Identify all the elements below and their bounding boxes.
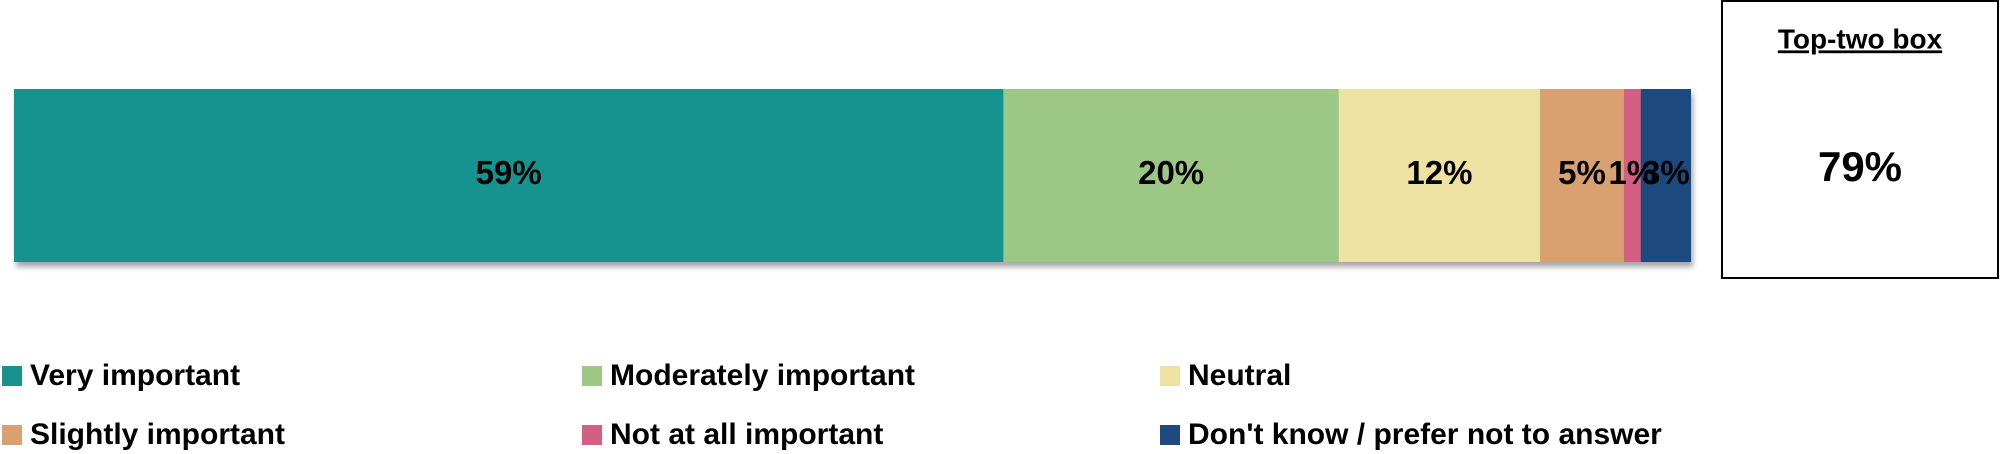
- legend-label: Don't know / prefer not to answer: [1188, 418, 1662, 451]
- value-label: 1%: [1608, 154, 1656, 191]
- summary-title: Top-two box: [1778, 23, 1943, 54]
- legend-swatch: [2, 366, 22, 386]
- bar-segment: [14, 89, 1004, 262]
- bar-segment: [1640, 89, 1691, 262]
- legend-swatch: [2, 425, 22, 445]
- legend-swatch: [582, 425, 602, 445]
- bar-segment: [1003, 89, 1339, 262]
- legend-label: Very important: [30, 359, 240, 392]
- bar-segment: [1623, 89, 1641, 262]
- summary-value: 79%: [1818, 143, 1902, 190]
- legend-swatch: [582, 366, 602, 386]
- bar-segment: [1338, 89, 1541, 262]
- bar-segment: [1540, 89, 1624, 262]
- legend-label: Moderately important: [610, 359, 915, 392]
- value-label: 3%: [1642, 154, 1690, 191]
- legend-label: Slightly important: [30, 418, 285, 451]
- legend-swatch: [1160, 425, 1180, 445]
- value-label: 12%: [1406, 154, 1472, 191]
- legend-label: Not at all important: [610, 418, 883, 451]
- value-label: 5%: [1558, 154, 1606, 191]
- legend-swatch: [1160, 366, 1180, 386]
- value-label: 59%: [476, 154, 542, 191]
- bar-group: [14, 89, 1691, 262]
- summary-box: [1721, 0, 1999, 279]
- value-label: 20%: [1138, 154, 1204, 191]
- legend-label: Neutral: [1188, 359, 1291, 392]
